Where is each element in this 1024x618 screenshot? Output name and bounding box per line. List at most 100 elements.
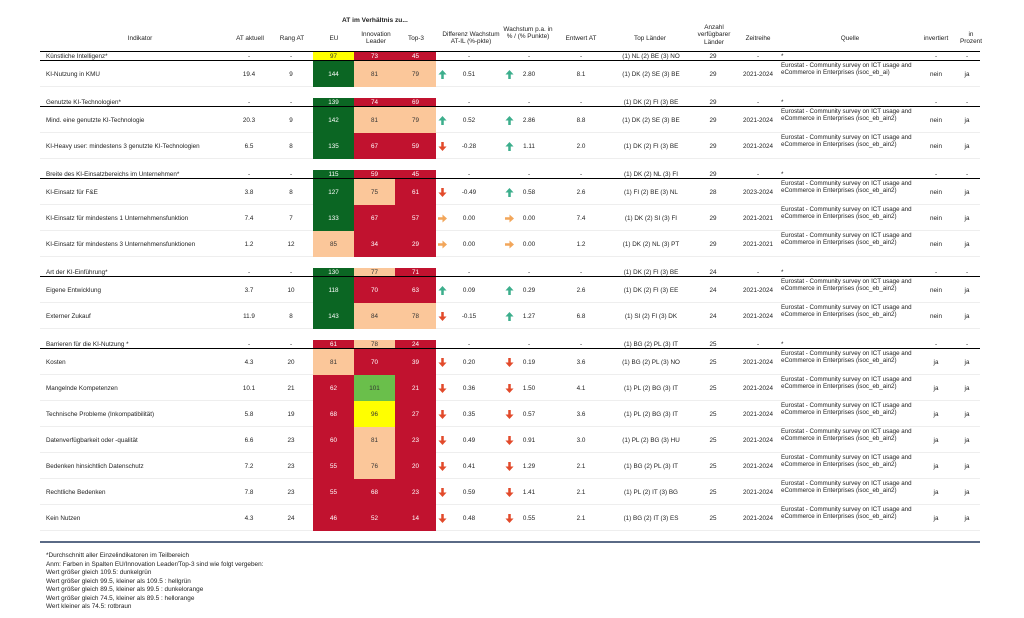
growth-arrow-icon [505, 213, 514, 223]
rang-at-value: 9 [289, 116, 293, 124]
category-rule [40, 106, 980, 107]
row-rule [40, 86, 980, 87]
in-prozent-value: ja [964, 214, 970, 222]
innovation-leader-score: 78 [354, 340, 395, 348]
eu-score: 115 [313, 170, 354, 178]
source-text: Eurostat - Community survey on ICT usage… [781, 350, 912, 365]
indicator-label: Rechtliche Bedenken [46, 488, 106, 496]
growth-arrow-icon [505, 461, 514, 471]
innovation-leader-score: 74 [354, 98, 395, 106]
entwert-value: 2.6 [576, 188, 586, 196]
trend-arrow-icon [438, 435, 447, 445]
diff-value: 0.20 [462, 358, 476, 366]
at-aktuell-value: 11.9 [243, 312, 255, 320]
entwert-value: - [579, 52, 583, 60]
indicator-label: Kosten [46, 358, 66, 366]
country-count: 29 [709, 170, 717, 178]
diff-value: - [467, 170, 471, 178]
at-aktuell-value: 20.3 [242, 116, 256, 124]
trend-arrow-icon [438, 285, 447, 295]
entwert-value: 4.1 [576, 384, 586, 392]
source-text: Eurostat - Community survey on ICT usage… [781, 506, 912, 521]
entwert-value: - [579, 170, 583, 178]
innovation-leader-score: 67 [354, 133, 395, 159]
indicator-label: KI-Einsatz für mindestens 1 Unternehmens… [46, 214, 189, 222]
zeitreihe-value: 2021-2024 [742, 384, 774, 392]
growth-arrow-icon [505, 69, 514, 79]
in-prozent-value: ja [964, 410, 970, 418]
eu-score: 144 [313, 61, 354, 87]
source-text: * [781, 98, 784, 106]
rang-at-value: 7 [289, 214, 293, 222]
top3-score: 57 [395, 205, 436, 231]
innovation-leader-score: 96 [354, 401, 395, 427]
row-rule [40, 374, 980, 375]
at-aktuell-value: 3.7 [244, 286, 254, 294]
eu-score: 62 [313, 375, 354, 401]
diff-value: -0.15 [461, 312, 477, 320]
eu-score: 135 [313, 133, 354, 159]
zeitreihe-value: - [756, 340, 760, 348]
growth-arrow-icon [505, 513, 514, 523]
zeitreihe-value: 2021-2024 [742, 286, 774, 294]
footnote-line: Anm: Farben in Spalten EU/Innovation Lea… [46, 560, 264, 568]
diff-value: 0.49 [462, 436, 476, 444]
growth-value: - [527, 268, 531, 276]
group-header-title: AT im Verhältnis zu... [342, 17, 408, 24]
top-countries: (1) NL (2) BE (3) NO [622, 52, 680, 60]
top3-score: 39 [395, 349, 436, 375]
innovation-leader-score: 73 [354, 52, 395, 60]
innovation-leader-score: 70 [354, 349, 395, 375]
in-prozent-value: ja [964, 436, 970, 444]
row-rule [40, 158, 980, 159]
rang-at-value: - [289, 170, 293, 178]
diff-value: 0.00 [462, 240, 476, 248]
rang-at-value: 9 [289, 70, 293, 78]
entwert-value: - [579, 268, 583, 276]
diff-value: - [467, 98, 471, 106]
diff-value: -0.28 [461, 142, 477, 150]
innovation-leader-score: 70 [354, 277, 395, 303]
source-text: * [781, 170, 784, 178]
zeitreihe-value: - [756, 98, 760, 106]
zeitreihe-value: 2023-2024 [742, 188, 774, 196]
growth-arrow-icon [505, 141, 514, 151]
at-aktuell-value: 3.8 [244, 188, 254, 196]
entwert-value: 2.6 [576, 286, 586, 294]
top3-score: 14 [395, 505, 436, 531]
source-text: Eurostat - Community survey on ICT usage… [781, 428, 912, 443]
in-prozent-value: - [965, 170, 969, 178]
rang-at-value: 10 [287, 286, 295, 294]
country-count: 25 [709, 384, 717, 392]
innovation-leader-score: 81 [354, 61, 395, 87]
growth-value: - [527, 52, 531, 60]
in-prozent-value: - [965, 52, 969, 60]
rang-at-value: - [289, 268, 293, 276]
indicator-label: Kein Nutzen [46, 514, 81, 522]
eu-score: 143 [313, 303, 354, 329]
eu-score: 85 [313, 231, 354, 257]
growth-arrow-icon [505, 487, 514, 497]
at-aktuell-value: - [247, 98, 251, 106]
zeitreihe-value: 2021-2024 [742, 116, 774, 124]
top3-score: 79 [395, 107, 436, 133]
rang-at-value: 12 [287, 240, 295, 248]
source-text: Eurostat - Community survey on ICT usage… [781, 278, 912, 293]
diff-value: - [467, 340, 471, 348]
category-rule [40, 276, 980, 277]
innovation-leader-score: 68 [354, 479, 395, 505]
trend-arrow-icon [438, 461, 447, 471]
growth-value: 0.29 [522, 286, 536, 294]
invertiert-value: - [934, 268, 938, 276]
top-countries: (1) PL (2) BG (3) IT [624, 410, 678, 418]
top3-score: 78 [395, 303, 436, 329]
top-countries: (1) BG (2) IT (3) ES [623, 514, 679, 522]
eu-score: 55 [313, 479, 354, 505]
rang-at-value: 23 [287, 488, 295, 496]
top-countries: (1) DK (2) FI (3) BE [623, 142, 679, 150]
source-text: Eurostat - Community survey on ICT usage… [781, 206, 912, 221]
indicator-label: Bedenken hinsichtlich Datenschutz [46, 462, 144, 470]
category-label: Art der KI-Einführung* [46, 268, 108, 276]
eu-score: 68 [313, 401, 354, 427]
